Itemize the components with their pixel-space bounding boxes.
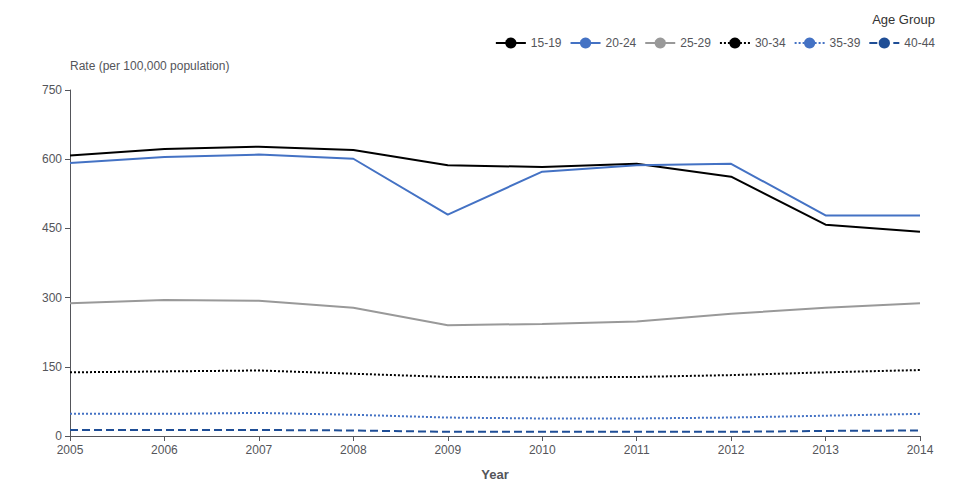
svg-text:2010: 2010 bbox=[529, 443, 556, 457]
svg-text:20-24: 20-24 bbox=[606, 36, 637, 50]
svg-text:2009: 2009 bbox=[434, 443, 461, 457]
svg-text:450: 450 bbox=[42, 221, 62, 235]
svg-text:35-39: 35-39 bbox=[830, 36, 861, 50]
svg-text:Year: Year bbox=[481, 467, 508, 482]
svg-text:Age Group: Age Group bbox=[872, 12, 935, 27]
svg-text:2011: 2011 bbox=[624, 443, 650, 457]
svg-text:0: 0 bbox=[55, 429, 62, 443]
svg-text:2012: 2012 bbox=[718, 443, 745, 457]
svg-text:600: 600 bbox=[42, 152, 62, 166]
svg-text:300: 300 bbox=[42, 291, 62, 305]
svg-text:30-34: 30-34 bbox=[755, 36, 786, 50]
svg-text:2007: 2007 bbox=[246, 443, 273, 457]
svg-text:Rate (per 100,000 population): Rate (per 100,000 population) bbox=[70, 59, 229, 73]
svg-text:2014: 2014 bbox=[907, 443, 934, 457]
svg-text:2006: 2006 bbox=[151, 443, 178, 457]
svg-text:15-19: 15-19 bbox=[531, 36, 562, 50]
svg-text:2013: 2013 bbox=[812, 443, 839, 457]
svg-text:25-29: 25-29 bbox=[680, 36, 711, 50]
svg-text:150: 150 bbox=[42, 360, 62, 374]
svg-text:40-44: 40-44 bbox=[904, 36, 935, 50]
svg-text:2005: 2005 bbox=[57, 443, 84, 457]
svg-text:2008: 2008 bbox=[340, 443, 367, 457]
svg-text:750: 750 bbox=[42, 83, 62, 97]
